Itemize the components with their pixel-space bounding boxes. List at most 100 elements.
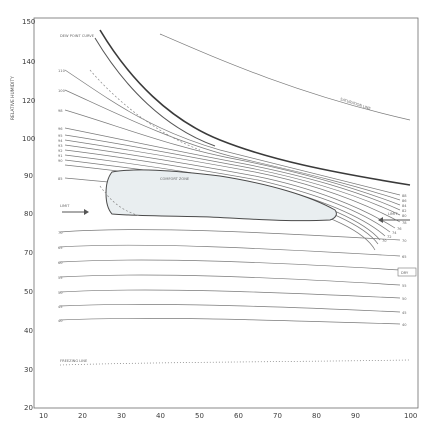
main-curve — [99, 29, 411, 186]
x-tick: 20 — [78, 412, 87, 420]
right-value: 84 — [402, 204, 407, 208]
main-curve-inner — [94, 37, 216, 147]
left-value: 95 — [58, 134, 63, 138]
y-tick: 150 — [22, 18, 35, 26]
y-tick: 70 — [24, 249, 33, 257]
fan-curve — [64, 109, 401, 206]
y-tick: 100 — [22, 135, 35, 143]
upper-right-curve-label: SATURATION LINE — [340, 97, 372, 111]
fan-curve — [64, 139, 401, 223]
left-limit-marker: LIMIT — [60, 204, 89, 215]
lower-left-value: 70 — [58, 231, 63, 235]
bottom-dotted-label: FREEZING LINE — [60, 359, 88, 363]
lower-curve — [59, 274, 401, 286]
lower-right-value: 40 — [402, 323, 407, 327]
y-axis-title: RELATIVE HUMIDITY — [10, 76, 16, 120]
left-value: 93 — [58, 144, 63, 148]
right-value: 88 — [402, 194, 407, 198]
right-curve-values: 88 86 84 82 80 78 76 74 72 70 — [382, 194, 407, 243]
plot-frame — [33, 17, 419, 409]
region-dashed-edge — [99, 185, 141, 217]
y-tick: 50 — [24, 288, 33, 296]
left-value: 90 — [58, 159, 63, 163]
lower-left-value: 65 — [58, 246, 63, 250]
fan-curve — [64, 127, 401, 211]
x-tick: 60 — [234, 412, 243, 420]
lower-curve — [59, 304, 401, 313]
fan-curve — [64, 144, 396, 229]
y-tick: 20 — [24, 404, 33, 412]
right-box-label: DRY — [401, 271, 409, 275]
right-box-frame — [397, 267, 417, 277]
right-limit-marker: LIMIT — [378, 212, 410, 223]
left-value: 91 — [58, 154, 63, 158]
lower-right-value: 45 — [402, 311, 407, 315]
lower-left-value: 45 — [58, 305, 63, 309]
lower-right-value: 50 — [402, 297, 407, 301]
y-tick: 140 — [22, 58, 35, 66]
fan-curve — [64, 149, 391, 233]
y-tick: 90 — [24, 172, 33, 180]
fan-curve — [64, 134, 401, 216]
lower-curve — [59, 229, 401, 241]
right-limit-label: LIMIT — [388, 212, 398, 216]
left-value: 92 — [58, 149, 63, 153]
left-value: 96 — [58, 127, 63, 131]
fan-curve — [64, 69, 401, 196]
lower-right-value: 65 — [402, 255, 407, 259]
x-tick: 10 — [39, 412, 48, 420]
left-value: 94 — [58, 139, 63, 143]
lower-curves — [59, 229, 401, 325]
x-tick: 90 — [351, 412, 360, 420]
right-value: 76 — [397, 227, 402, 231]
right-value: 80 — [402, 214, 407, 218]
y-axis-ticks: 150 140 120 100 90 80 70 50 40 30 20 — [22, 18, 35, 412]
left-value: 98 — [58, 109, 63, 113]
lower-curve — [59, 318, 401, 325]
comfort-region — [105, 169, 337, 222]
lower-curve — [59, 289, 401, 299]
x-tick: 40 — [156, 412, 165, 420]
left-value: 85 — [58, 177, 63, 181]
top-left-label: DEW POINT CURVE — [60, 34, 95, 38]
fan-curve — [64, 89, 401, 201]
y-tick: 80 — [24, 210, 33, 218]
x-tick: 70 — [273, 412, 282, 420]
right-value: 86 — [402, 199, 407, 203]
region-label: COMFORT ZONE — [160, 177, 190, 181]
y-tick: 120 — [22, 97, 35, 105]
left-value: 100 — [58, 89, 66, 93]
y-tick: 30 — [24, 366, 33, 374]
lower-left-value: 55 — [58, 276, 63, 280]
lower-left-value: 60 — [58, 261, 63, 265]
fan-curves — [64, 69, 401, 251]
right-value: 82 — [402, 209, 407, 213]
y-tick: 40 — [24, 327, 33, 335]
lower-right-value: 70 — [402, 239, 407, 243]
left-limit-label: LIMIT — [60, 204, 70, 208]
x-tick: 30 — [117, 412, 126, 420]
x-tick: 50 — [195, 412, 204, 420]
left-curve-values: 110 100 98 96 95 94 93 92 91 90 85 — [58, 69, 66, 181]
lower-right-value: 55 — [402, 284, 407, 288]
lower-left-values: 70 65 60 55 50 45 40 — [58, 231, 63, 323]
right-box: DRY — [397, 267, 417, 277]
x-tick: 80 — [312, 412, 321, 420]
lower-curve — [59, 259, 401, 271]
right-limit-arrow-icon — [378, 217, 383, 223]
x-axis-ticks: 10 20 30 40 50 60 70 80 90 100 — [39, 412, 417, 420]
left-value: 110 — [58, 69, 66, 73]
lower-curve — [59, 244, 401, 257]
lower-left-value: 40 — [58, 319, 63, 323]
right-value: 72 — [387, 235, 392, 239]
right-value: 70 — [382, 239, 387, 243]
lower-right-values: 70 65 60 55 50 45 40 — [402, 239, 407, 327]
right-value: 78 — [402, 221, 407, 225]
bottom-dotted-line — [59, 359, 411, 366]
left-limit-arrow-icon — [84, 209, 89, 215]
x-tick: 100 — [404, 412, 417, 420]
right-value: 74 — [392, 231, 397, 235]
upper-right-curve — [159, 33, 411, 121]
